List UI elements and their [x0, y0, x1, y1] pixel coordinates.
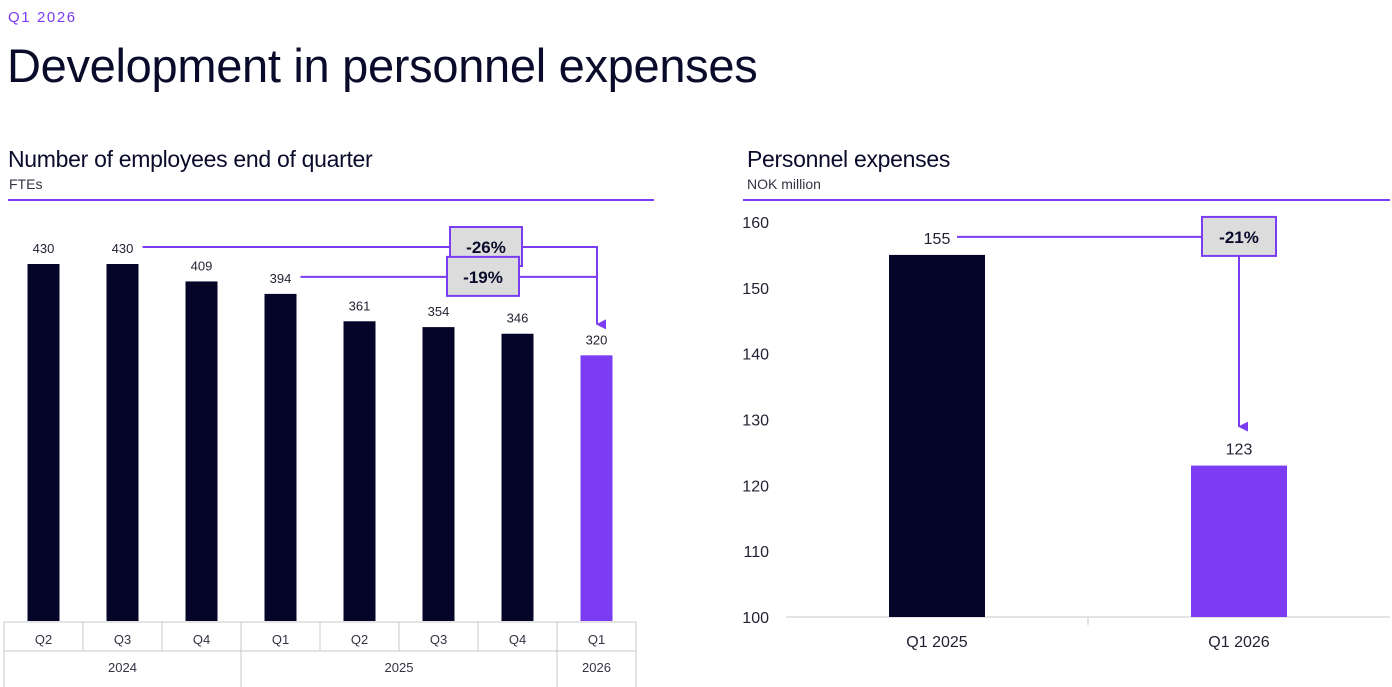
x-tick-year-1: 2025: [385, 660, 414, 675]
change-badge-expenses: [1201, 215, 1277, 257]
x-tick-quarter-3: Q1: [272, 632, 289, 647]
chart-left-subtitle: FTEs: [9, 176, 43, 192]
bar-employees-3: [264, 293, 297, 621]
kicker-period: Q1 2026: [8, 9, 77, 26]
bar-employees-1: [106, 264, 139, 621]
bar-employees-6: [501, 333, 534, 621]
change-arrow-0: [142, 246, 606, 330]
chart-right-rule: [743, 199, 1390, 201]
x-tick-expenses-0: Q1 2025: [906, 634, 967, 651]
chart-left-rule: [8, 199, 654, 201]
x-tick-quarter-5: Q3: [430, 632, 447, 647]
change-badge-1: [446, 255, 520, 297]
bar-employees-0: [27, 264, 60, 621]
y-tick-expenses-6: 160: [742, 215, 769, 232]
bar-label-employees-7: 320: [586, 332, 608, 347]
x-tick-quarter-4: Q2: [351, 632, 368, 647]
x-tick-quarter-2: Q4: [193, 632, 210, 647]
x-tick-quarter-1: Q3: [114, 632, 131, 647]
x-tick-expenses-1: Q1 2026: [1208, 634, 1269, 651]
bar-expenses-1: [1191, 465, 1287, 617]
y-tick-expenses-5: 150: [742, 281, 769, 298]
chart-right-subtitle: NOK million: [747, 176, 821, 192]
x-tick-year-0: 2024: [108, 660, 137, 675]
change-badge-label-1: -19%: [463, 268, 503, 287]
change-badge-label-0: -26%: [466, 238, 506, 257]
bar-employees-2: [185, 281, 218, 621]
x-tick-quarter-6: Q4: [509, 632, 526, 647]
y-tick-expenses-2: 120: [742, 478, 769, 495]
change-arrow-expenses: [957, 235, 1248, 432]
bar-label-employees-4: 361: [349, 298, 371, 313]
y-tick-expenses-0: 100: [742, 610, 769, 627]
bar-label-employees-3: 394: [270, 271, 292, 286]
bar-label-employees-5: 354: [428, 304, 450, 319]
x-tick-year-2: 2026: [582, 660, 611, 675]
page-title: Development in personnel expenses: [7, 39, 758, 92]
y-tick-expenses-1: 110: [743, 544, 769, 561]
bar-label-expenses-0: 155: [924, 231, 951, 248]
bar-label-employees-6: 346: [507, 311, 529, 326]
bar-label-employees-1: 430: [112, 241, 134, 256]
bar-employees-7: [580, 355, 613, 621]
bar-employees-4: [343, 321, 376, 621]
x-tick-quarter-0: Q2: [35, 632, 52, 647]
bar-expenses-0: [889, 254, 985, 617]
chart-left-title: Number of employees end of quarter: [8, 146, 373, 172]
bar-label-expenses-1: 123: [1226, 442, 1253, 459]
y-tick-expenses-4: 140: [742, 347, 769, 364]
bar-employees-5: [422, 327, 455, 621]
chart-right-title: Personnel expenses: [747, 146, 951, 172]
bar-label-employees-2: 409: [191, 258, 213, 273]
x-tick-quarter-7: Q1: [588, 632, 605, 647]
y-tick-expenses-3: 130: [742, 413, 769, 430]
bar-label-employees-0: 430: [33, 241, 55, 256]
change-badge-label-expenses: -21%: [1219, 228, 1259, 247]
